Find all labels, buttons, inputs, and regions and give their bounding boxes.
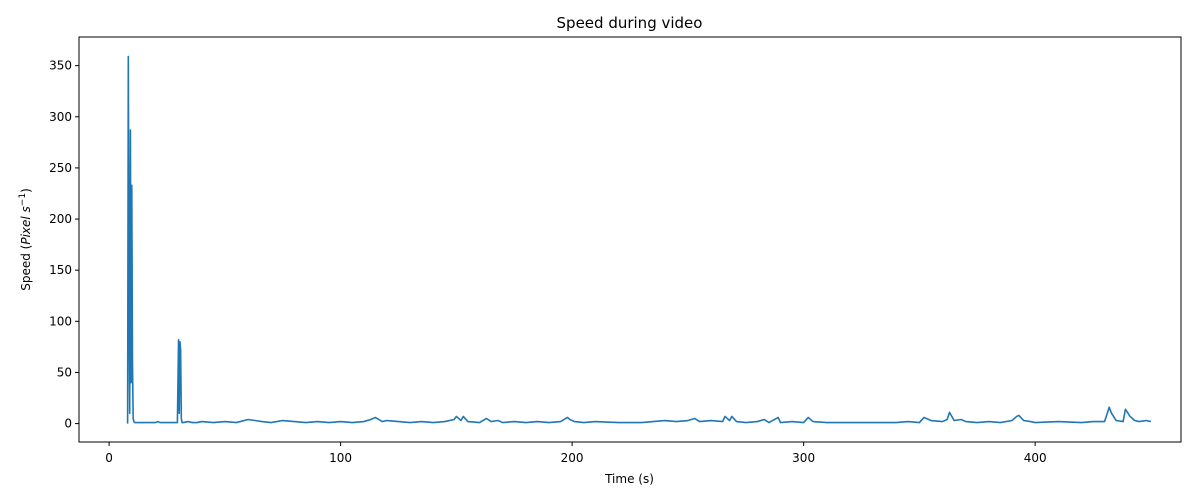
y-axis-label-exponent: −1 <box>18 193 28 206</box>
x-tick-label: 0 <box>105 451 113 465</box>
x-axis-label: Time (s) <box>604 472 654 486</box>
y-axis-label-suffix: ) <box>19 188 33 193</box>
y-tick-label: 150 <box>49 263 72 277</box>
x-tick-label: 100 <box>329 451 352 465</box>
plot-area <box>78 36 1182 443</box>
x-tick-label: 300 <box>792 451 815 465</box>
y-tick-label: 100 <box>49 314 72 328</box>
y-tick-label: 50 <box>57 365 72 379</box>
y-axis-label-unit: Pixel s <box>19 206 33 244</box>
y-axis-label-prefix: Speed ( <box>19 245 33 291</box>
y-tick-label: 0 <box>64 417 72 431</box>
y-tick-label: 300 <box>49 110 72 124</box>
x-axis: 0 100 200 300 400 <box>105 442 1047 465</box>
x-tick-label: 400 <box>1024 451 1047 465</box>
y-axis: 0 50 100 150 200 250 300 350 <box>49 59 79 431</box>
speed-series-line <box>126 55 1152 424</box>
y-tick-label: 250 <box>49 161 72 175</box>
x-tick-label: 200 <box>561 451 584 465</box>
y-tick-label: 200 <box>49 212 72 226</box>
y-tick-label: 350 <box>49 59 72 73</box>
chart-title: Speed during video <box>557 14 703 32</box>
y-axis-label: Speed (Pixel s−1) <box>18 188 33 291</box>
